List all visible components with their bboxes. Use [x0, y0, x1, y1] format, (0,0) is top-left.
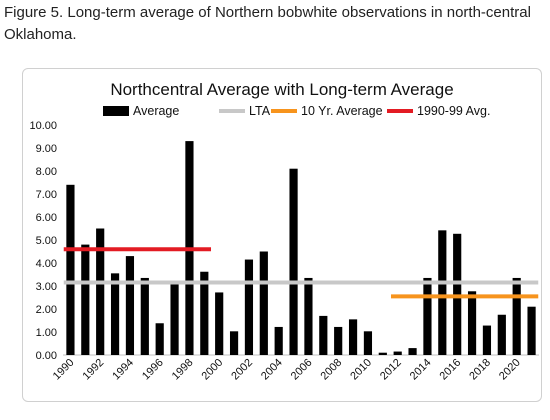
- x-tick-label: 2006: [289, 357, 315, 383]
- y-tick-label: 3.00: [36, 281, 57, 293]
- figure-caption: Figure 5. Long-term average of Northern …: [4, 4, 531, 43]
- bar-2018: [482, 325, 492, 355]
- bar-1999: [200, 271, 209, 355]
- y-tick-label: 10.00: [29, 120, 57, 132]
- x-tick-label: 2016: [438, 357, 464, 383]
- chart-legend: Average LTA 10 Yr. Average 1990-99 Avg.: [103, 104, 490, 118]
- bar-2021: [527, 306, 536, 355]
- x-tick-label: 1998: [170, 357, 196, 383]
- bar-2010: [363, 331, 373, 355]
- y-tick-label: 5.00: [36, 235, 57, 247]
- bar-2012: [393, 351, 402, 355]
- bar-2008: [334, 326, 343, 355]
- bar-1993: [110, 273, 120, 355]
- bar-2011: [378, 352, 387, 355]
- bar-2017: [467, 291, 477, 355]
- x-axis: 1990 1992 1994 1996 1998 2000 2002 2004 2006 2008…: [51, 357, 523, 383]
- bar-2014: [423, 277, 432, 355]
- reference-lines: [63, 247, 539, 299]
- x-tick-label: 2004: [259, 357, 285, 383]
- bar-1994: [125, 256, 135, 355]
- x-tick-label: 1996: [140, 357, 166, 383]
- legend-swatch-0: [103, 106, 129, 116]
- bar-2004: [274, 326, 283, 355]
- y-tick-label: 7.00: [36, 189, 57, 201]
- bar-2009: [348, 319, 358, 355]
- bar-2006: [304, 277, 313, 355]
- bar-2005: [289, 168, 298, 355]
- legend-label-0: Average: [133, 104, 179, 118]
- bar-1995: [140, 277, 149, 355]
- y-tick-label: 4.00: [36, 258, 57, 270]
- legend-label-1: LTA: [249, 104, 271, 118]
- y-tick-label: 8.00: [36, 166, 57, 178]
- x-tick-label: 1994: [110, 357, 136, 383]
- chart-title: Northcentral Average with Long-term Aver…: [110, 80, 453, 99]
- bar-1996: [155, 323, 164, 355]
- bar-chart: Northcentral Average with Long-term Aver…: [29, 80, 539, 383]
- x-tick-label: 2014: [408, 357, 434, 383]
- x-tick-label: 2012: [378, 357, 404, 383]
- bar-1992: [96, 228, 105, 355]
- x-tick-label: 2000: [200, 357, 226, 383]
- y-tick-label: 0.00: [36, 350, 57, 362]
- bar-1991: [81, 244, 90, 355]
- legend-label-2: 10 Yr. Average: [301, 104, 383, 118]
- x-tick-label: 2010: [348, 357, 374, 383]
- chart-frame: Northcentral Average with Long-term Aver…: [22, 68, 542, 402]
- x-tick-label: 2002: [229, 357, 255, 383]
- bar-2002: [244, 259, 254, 355]
- y-tick-label: 2.00: [36, 304, 57, 316]
- x-tick-label: 2018: [467, 357, 493, 383]
- bar-2020: [512, 277, 521, 355]
- bar-2001: [229, 331, 239, 355]
- bar-1990: [66, 184, 75, 355]
- y-tick-label: 1.00: [36, 327, 57, 339]
- bar-2019: [497, 314, 506, 355]
- bar-2015: [438, 230, 447, 355]
- y-tick-label: 9.00: [36, 143, 57, 155]
- bar-2003: [259, 251, 268, 355]
- x-tick-label: 1992: [81, 357, 107, 383]
- bar-1997: [170, 283, 179, 355]
- bar-2000: [215, 292, 224, 355]
- bar-2013: [408, 348, 417, 355]
- x-tick-label: 2008: [319, 357, 345, 383]
- legend-label-3: 1990-99 Avg.: [417, 104, 490, 118]
- bar-2007: [319, 315, 328, 355]
- y-axis: 0.00 1.00 2.00 3.00 4.00 5.00 6.00 7.00 8.00 9.00…: [29, 120, 539, 362]
- x-tick-label: 2020: [497, 357, 523, 383]
- y-tick-label: 6.00: [36, 212, 57, 224]
